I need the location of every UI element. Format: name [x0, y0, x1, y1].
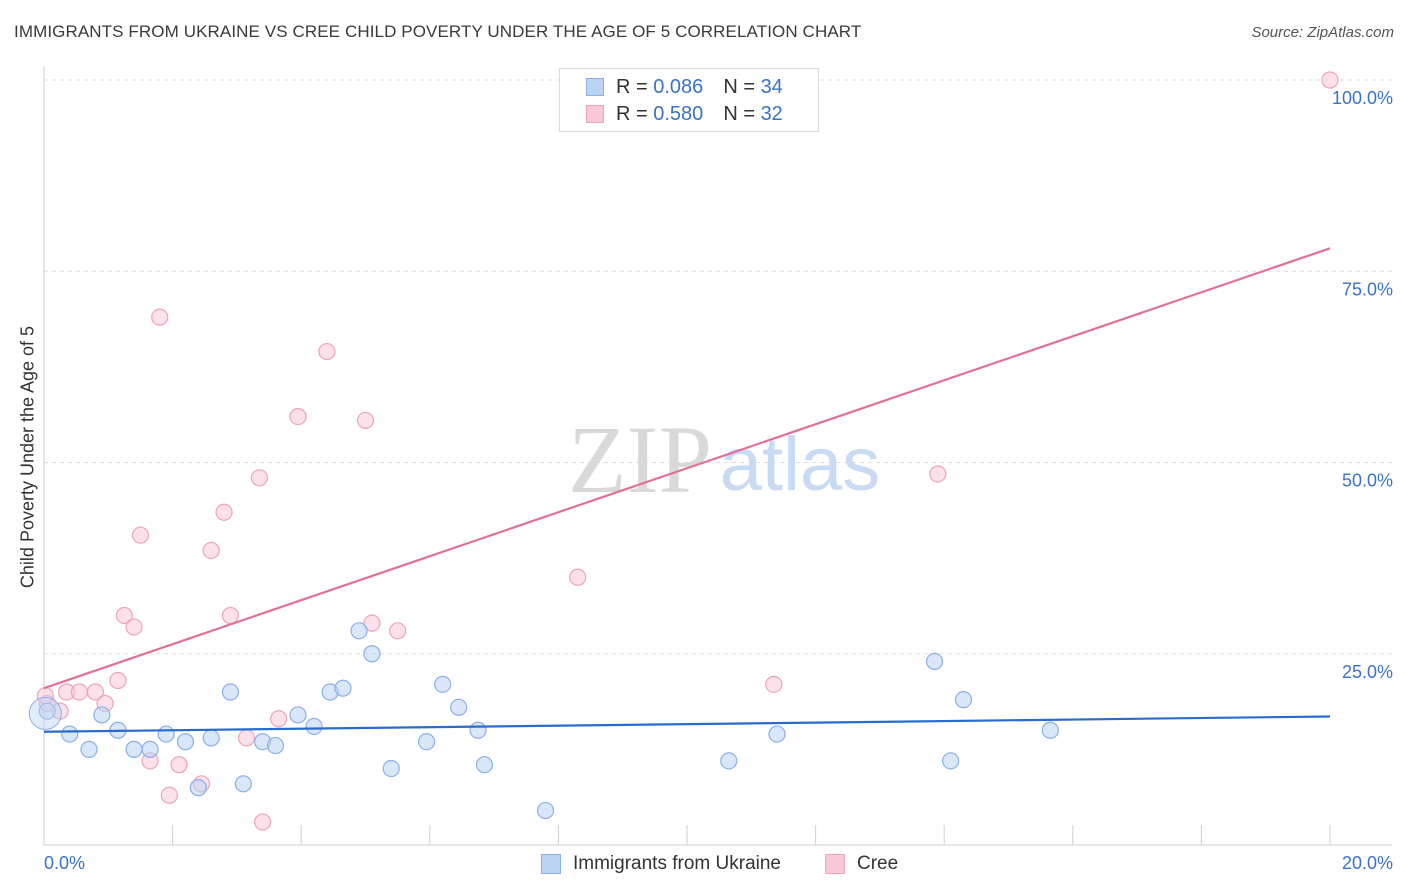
- ukraine-point: [363, 645, 381, 663]
- cree-point: [125, 618, 143, 636]
- ukraine-point: [157, 725, 175, 743]
- cree-point: [270, 710, 288, 728]
- ukraine-point: [768, 725, 786, 743]
- cree-point: [131, 526, 150, 544]
- ukraine-point: [334, 679, 352, 697]
- trend-lines: [43, 247, 1331, 733]
- correlation-legend: R = 0.086 N = 34 R = 0.580 N = 32: [559, 68, 819, 132]
- legend-r-label: R =: [616, 75, 654, 98]
- x-tick-label: 0.0%: [44, 853, 85, 873]
- cree-point: [1321, 71, 1339, 89]
- ukraine-point: [141, 740, 159, 758]
- cree-point: [160, 786, 178, 804]
- cree-point: [86, 683, 105, 701]
- ukraine-point: [475, 756, 494, 774]
- bottom-legend-swatch-cree: [825, 854, 845, 874]
- ukraine-point: [417, 733, 436, 751]
- cree-point: [569, 568, 587, 586]
- cree-point: [356, 411, 375, 430]
- ukraine-trend-line: [43, 715, 1331, 733]
- cree-point: [202, 541, 220, 560]
- cree-point: [215, 503, 233, 521]
- cree-point: [363, 614, 381, 632]
- bottom-legend-ukraine: Immigrants from Ukraine: [541, 852, 781, 876]
- cree-point: [289, 408, 307, 426]
- legend-row-ukraine: R = 0.086 N = 34: [586, 74, 783, 100]
- ukraine-point: [38, 702, 56, 720]
- ukraine-point: [202, 729, 220, 747]
- ukraine-point: [93, 706, 111, 724]
- ukraine-point: [450, 698, 468, 716]
- ukraine-point: [234, 775, 252, 793]
- legend-n-value: 34: [760, 75, 783, 98]
- ukraine-point: [176, 733, 195, 751]
- ukraine-point: [266, 736, 285, 755]
- cree-points: [36, 71, 1339, 831]
- cree-point: [250, 469, 269, 487]
- ukraine-point: [469, 721, 487, 739]
- cree-point: [389, 622, 407, 640]
- watermark-zip: ZIP: [568, 406, 712, 513]
- x-tick-label: 20.0%: [1342, 853, 1393, 873]
- ukraine-point: [382, 759, 400, 778]
- axes: [43, 66, 1392, 846]
- cree-point: [151, 308, 169, 326]
- ukraine-point: [536, 801, 555, 820]
- legend-r-value: 0.086: [653, 75, 704, 98]
- cree-point: [70, 683, 88, 701]
- ukraine-point: [350, 622, 368, 640]
- y-tick-label: 25.0%: [1342, 662, 1393, 682]
- legend-r-value: 0.580: [653, 102, 704, 125]
- legend-n-value: 32: [760, 102, 783, 125]
- gridlines: [44, 79, 1395, 655]
- y-tick-label: 75.0%: [1342, 279, 1393, 299]
- ukraine-point: [1041, 721, 1059, 739]
- legend-swatch-ukraine: [586, 78, 604, 96]
- ukraine-point: [80, 740, 98, 758]
- legend-n-label: N =: [723, 75, 761, 98]
- source-label: Source: ZipAtlas.com: [1251, 24, 1394, 41]
- ukraine-cluster-point: [28, 696, 62, 730]
- y-tick-label: 100.0%: [1332, 88, 1393, 108]
- chart-title: IMMIGRANTS FROM UKRAINE VS CREE CHILD PO…: [14, 22, 862, 41]
- ukraine-point: [925, 652, 944, 671]
- cree-point: [115, 606, 133, 625]
- bottom-legend-label-cree: Cree: [857, 853, 899, 874]
- bottom-legend-swatch-ukraine: [541, 854, 561, 874]
- legend-row-cree: R = 0.580 N = 32: [586, 101, 783, 127]
- ukraine-point: [720, 752, 738, 770]
- ukraine-point: [189, 779, 207, 797]
- ukraine-point: [289, 706, 307, 724]
- y-tick-label: 50.0%: [1342, 471, 1393, 491]
- legend-r-label: R =: [616, 102, 654, 125]
- ukraine-point: [221, 683, 240, 701]
- cree-point: [170, 756, 188, 774]
- ukraine-points: [28, 622, 1059, 820]
- bottom-legend-cree: Cree: [825, 852, 898, 876]
- legend-swatch-cree: [586, 105, 604, 123]
- watermark-atlas: atlas: [720, 422, 881, 507]
- tick-labels: 25.0% 50.0% 75.0% 100.0% 0.0% 20.0%: [44, 88, 1393, 873]
- cree-trend-line: [43, 247, 1331, 690]
- ukraine-point: [305, 717, 323, 736]
- cree-point: [221, 606, 240, 625]
- cree-point: [109, 671, 127, 690]
- ukraine-point: [61, 725, 79, 743]
- cree-point: [929, 465, 947, 483]
- cree-point: [254, 813, 272, 831]
- ukraine-point: [125, 740, 143, 758]
- bottom-legend-label-ukraine: Immigrants from Ukraine: [573, 853, 781, 874]
- ukraine-point: [942, 752, 960, 770]
- watermark: ZIP atlas: [568, 406, 880, 513]
- cree-point: [318, 342, 336, 361]
- cree-point: [237, 729, 256, 747]
- cree-point: [765, 675, 783, 693]
- ukraine-point: [954, 691, 973, 709]
- ukraine-point: [434, 675, 452, 693]
- legend-n-label: N =: [723, 102, 761, 125]
